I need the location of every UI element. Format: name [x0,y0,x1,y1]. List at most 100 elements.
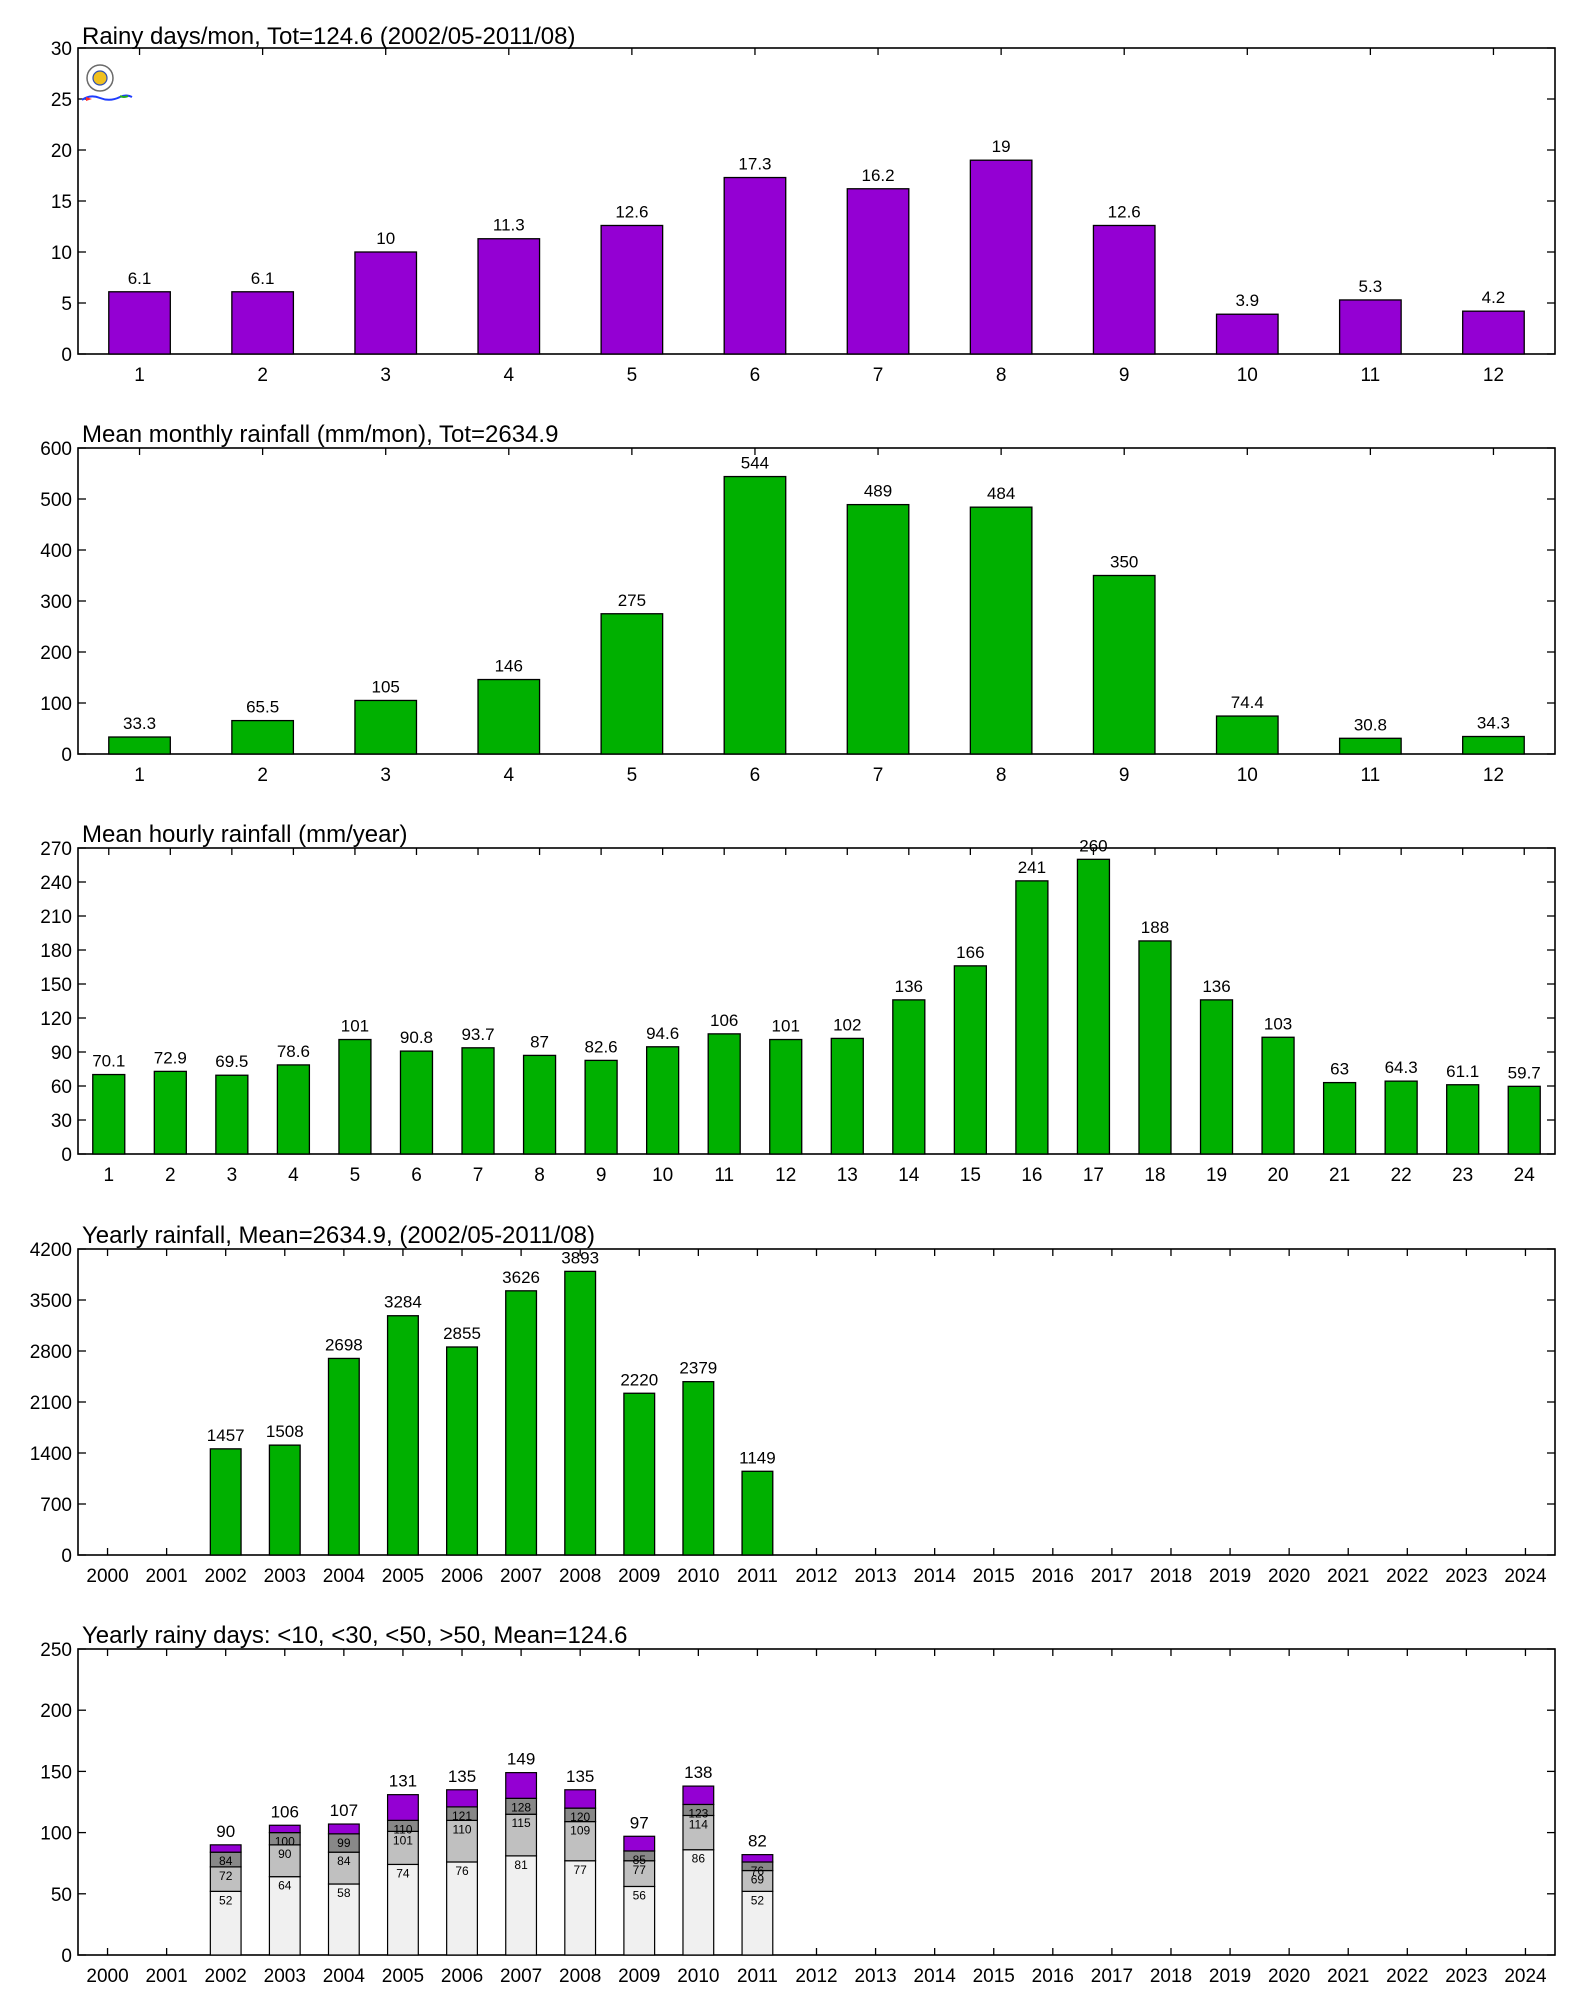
plot-frame [77,847,1556,1155]
data-label: 94.6 [646,1024,679,1043]
stack-total-label: 90 [216,1822,235,1841]
x-tick-label: 2015 [973,1966,1015,1987]
x-axis: 2000 2001 2002 2003 2004 2005 2006 2007 2008 2009… [86,1649,1547,1987]
x-tick-label: 2019 [1209,1566,1251,1587]
y-tick-label: 60 [51,1077,72,1098]
bar [769,1038,803,1155]
data-label: 241 [1018,858,1046,877]
x-tick-label: 1 [103,1165,114,1186]
y-tick-label: 0 [61,745,72,766]
bar [215,1074,249,1155]
bar [707,1033,741,1155]
stack-total-label: 82 [748,1832,767,1851]
data-label: 10 [376,229,395,248]
bar [92,1073,126,1155]
segment-label: 90 [278,1847,292,1861]
data-label: 64.3 [1385,1058,1418,1077]
segment-label: 76 [455,1864,469,1878]
bar-segment [386,1863,419,1956]
y-tick-label: 5 [61,294,72,315]
x-tick-label: 2016 [1032,1566,1074,1587]
bar-segment [564,1789,597,1809]
segment-label: 77 [574,1863,588,1877]
bar [741,1470,774,1556]
data-label: 350 [1110,553,1138,572]
x-tick-label: 2005 [382,1566,424,1587]
bar [1092,224,1156,355]
x-tick-label: 2007 [500,1966,542,1987]
x-tick-label: 2012 [795,1966,837,1987]
bar [564,1270,597,1556]
data-label: 102 [833,1015,861,1034]
segment-label: 52 [751,1893,765,1907]
y-tick-label: 200 [40,1701,72,1722]
y-tick-label: 4200 [30,1240,72,1261]
plot-frame [77,447,1556,755]
chart-3: Mean hourly rainfall (mm/year)0306090120… [40,821,1556,1186]
x-tick-label: 24 [1514,1165,1536,1186]
chart-title: Yearly rainy days: <10, <30, <50, >50, M… [82,1622,628,1649]
segment-label: 109 [570,1824,590,1838]
bar [153,1070,187,1155]
bar [1446,1084,1480,1155]
bar [600,613,664,755]
bar-segment [741,1890,774,1956]
data-label: 59.7 [1508,1063,1541,1082]
x-tick-label: 2009 [618,1566,660,1587]
data-label: 33.3 [123,714,156,733]
bar [477,678,541,755]
bar [461,1047,495,1155]
data-label: 4.2 [1482,288,1506,307]
segment-label: 115 [512,1816,531,1830]
bar [108,291,171,355]
x-tick-label: 2022 [1386,1566,1428,1587]
bar [386,1315,419,1556]
x-tick-label: 13 [837,1165,858,1186]
bar [268,1444,301,1556]
y-tick-label: 20 [51,141,72,162]
data-label: 484 [987,484,1015,503]
chart-title: Rainy days/mon, Tot=124.6 (2002/05-2011/… [82,23,575,50]
data-label: 105 [372,677,400,696]
x-tick-label: 12 [775,1165,796,1186]
segment-label: 77 [633,1863,647,1877]
bar [276,1064,311,1155]
data-label: 5.3 [1359,277,1383,296]
data-label: 146 [495,657,523,676]
data-label: 34.3 [1477,714,1510,733]
y-tick-label: 240 [40,873,72,894]
y-axis: 0 700 1400 2100 2800 3500 4200 [30,1240,1555,1567]
bar [354,699,418,755]
bar-segment [386,1794,419,1821]
bars: 5272849064901001065884991077410111013176… [209,1750,774,1956]
data-label: 63 [1330,1060,1349,1079]
bar [505,1290,538,1556]
x-tick-label: 6 [411,1165,422,1186]
segment-label: 114 [689,1817,708,1831]
x-tick-label: 21 [1329,1165,1350,1186]
x-tick-label: 2008 [559,1566,601,1587]
stack-total-label: 106 [271,1802,299,1821]
segment-label: 76 [751,1864,765,1878]
segment-label: 86 [692,1852,706,1866]
bar-segment [386,1830,419,1866]
y-tick-label: 120 [40,1009,72,1030]
x-tick-label: 2021 [1327,1566,1369,1587]
segment-label: 56 [633,1888,647,1902]
x-tick-label: 2005 [382,1966,424,1987]
data-label: 93.7 [461,1025,494,1044]
y-tick-label: 700 [40,1495,72,1516]
y-tick-label: 2800 [30,1342,72,1363]
y-tick-label: 200 [40,643,72,664]
chart-title: Mean hourly rainfall (mm/year) [82,821,407,848]
x-tick-label: 12 [1483,365,1504,386]
x-tick-label: 1 [134,765,145,786]
plot-frame [77,47,1556,355]
segment-label: 52 [219,1893,233,1907]
data-label: 2855 [443,1324,481,1343]
data-label: 61.1 [1446,1062,1479,1081]
x-tick-label: 2000 [86,1966,128,1987]
logo [81,64,133,101]
data-label: 16.2 [861,166,894,185]
bar-segment [623,1860,656,1888]
